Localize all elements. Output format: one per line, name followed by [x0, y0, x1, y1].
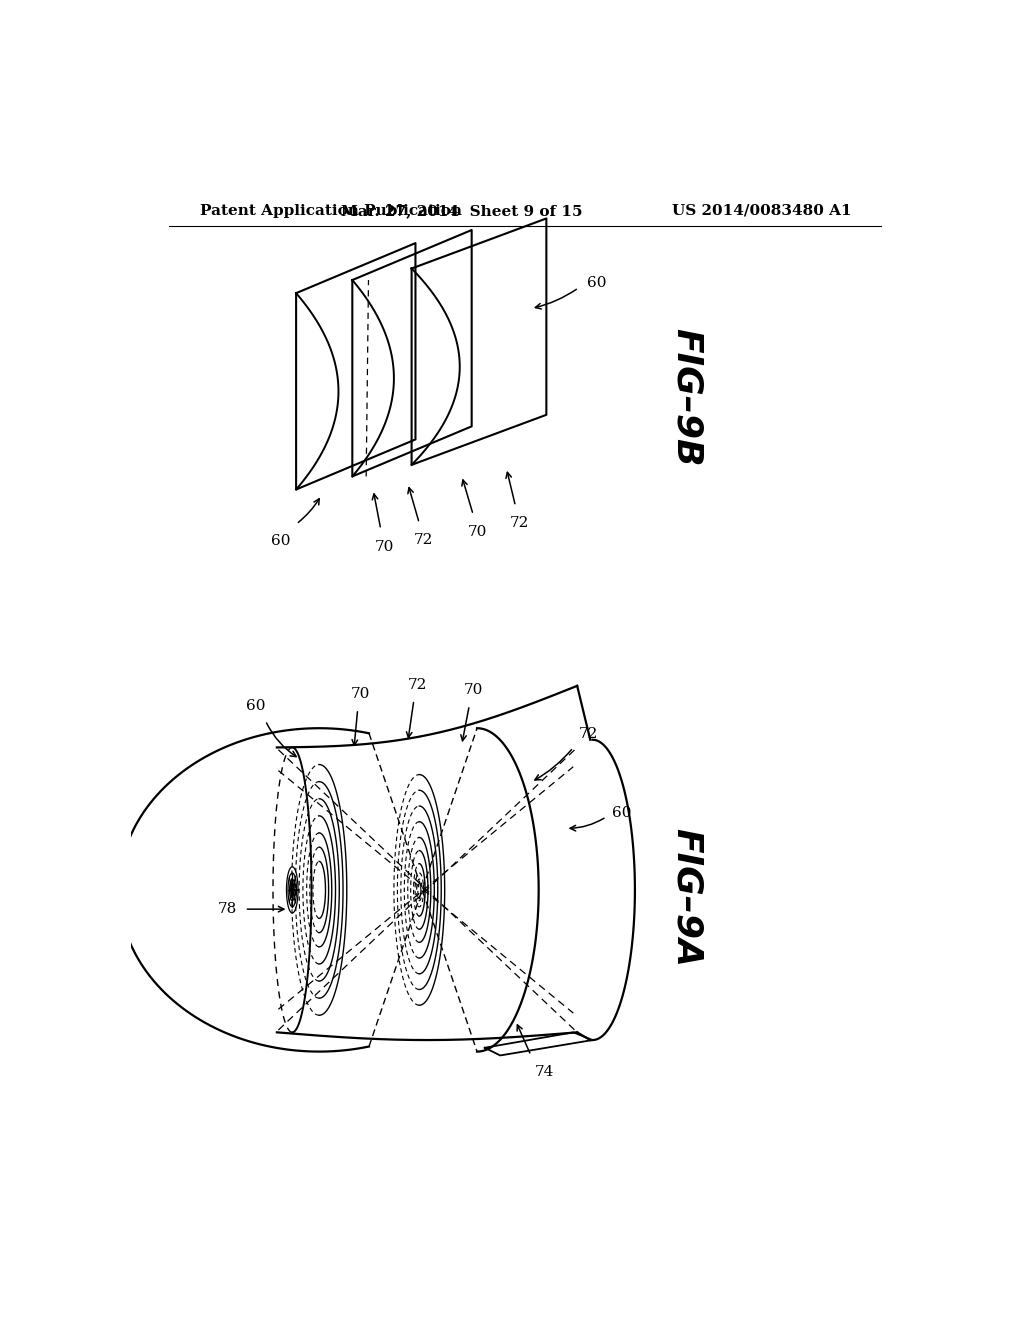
Text: 60: 60 [246, 698, 265, 713]
Text: 70: 70 [467, 525, 486, 539]
Text: 60: 60 [271, 535, 291, 548]
Text: 70: 70 [350, 688, 370, 701]
Text: 72: 72 [510, 516, 529, 531]
Text: 60: 60 [611, 807, 632, 820]
Text: 74: 74 [535, 1065, 554, 1080]
Text: 78: 78 [217, 902, 237, 916]
Text: 70: 70 [464, 684, 483, 697]
Text: US 2014/0083480 A1: US 2014/0083480 A1 [672, 203, 852, 218]
Text: 72: 72 [414, 533, 433, 548]
Text: 72: 72 [579, 726, 598, 741]
Text: 72: 72 [408, 678, 427, 692]
Text: Mar. 27, 2014  Sheet 9 of 15: Mar. 27, 2014 Sheet 9 of 15 [341, 203, 583, 218]
Text: FIG–9B: FIG–9B [670, 327, 703, 466]
Text: 60: 60 [587, 276, 606, 290]
Text: 70: 70 [375, 540, 394, 553]
Text: Patent Application Publication: Patent Application Publication [200, 203, 462, 218]
Text: FIG–9A: FIG–9A [670, 828, 703, 968]
